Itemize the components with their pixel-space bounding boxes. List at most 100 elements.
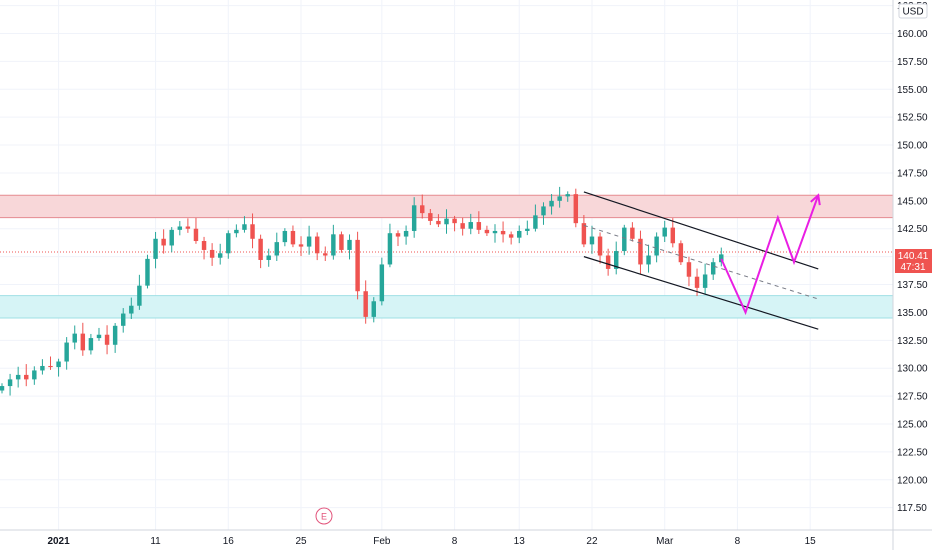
candle-body-20 [161, 238, 166, 246]
candle-body-86 [694, 276, 700, 288]
descending-channel[interactable] [583, 191, 819, 330]
channel-lower-line [583, 256, 819, 330]
candle-body-10 [80, 333, 86, 351]
y-tick-8: 142.50 [897, 224, 928, 235]
earnings-marker[interactable]: E [315, 507, 333, 525]
earnings-icon: E [321, 512, 327, 522]
candle-body-81 [654, 236, 659, 256]
candle-body-4 [32, 370, 37, 380]
candle-body-75 [605, 255, 611, 269]
candle-body-44 [355, 239, 360, 292]
candle-body-31 [250, 224, 255, 239]
candle-body-9 [72, 333, 77, 343]
candle-body-54 [436, 220, 441, 225]
countdown-timer: 47:31 [900, 262, 925, 273]
candle-body-15 [121, 313, 126, 326]
candle-body-11 [88, 338, 94, 351]
candle-body-38 [306, 236, 312, 247]
candle-body-6 [48, 365, 53, 368]
x-tick-5: 8 [452, 536, 458, 547]
candle-body-37 [298, 244, 304, 247]
candle-body-26 [209, 249, 215, 258]
candle-body-51 [411, 205, 417, 231]
candle-body-29 [234, 229, 239, 234]
candle-body-22 [177, 226, 183, 230]
last-price-badge: 140.41 47:31 [895, 249, 932, 273]
price-axis[interactable] [892, 0, 932, 550]
candle-body-33 [266, 255, 271, 260]
candle-body-65 [525, 228, 530, 231]
candle-body-17 [137, 285, 142, 306]
candle-body-72 [581, 223, 587, 245]
candle-body-73 [589, 236, 595, 245]
x-tick-7: 22 [586, 536, 598, 547]
y-tick-10: 137.50 [897, 280, 928, 291]
y-tick-18: 117.50 [897, 503, 927, 514]
candle-body-71 [573, 194, 579, 224]
candle-body-85 [686, 262, 692, 277]
y-tick-2: 157.50 [897, 57, 928, 68]
candle-body-3 [24, 374, 29, 380]
candle-body-87 [702, 274, 708, 288]
grid-lines [0, 0, 893, 530]
candle-body-21 [169, 229, 174, 246]
x-tick-9: 8 [735, 536, 741, 547]
y-tick-5: 150.00 [897, 141, 928, 152]
candle-body-27 [217, 253, 223, 258]
candle-body-2 [15, 374, 21, 380]
candle-body-19 [153, 238, 158, 259]
candle-body-47 [379, 264, 385, 302]
y-tick-13: 130.00 [897, 364, 928, 375]
y-tick-17: 120.00 [897, 475, 928, 486]
y-tick-11: 135.00 [897, 308, 928, 319]
last-price-value: 140.41 [898, 251, 929, 262]
candle-body-16 [129, 305, 134, 314]
candle-body-12 [96, 334, 102, 339]
candle-body-89 [719, 254, 724, 263]
candle-body-59 [476, 222, 482, 230]
candle-body-35 [282, 230, 288, 243]
candlesticks [0, 186, 724, 396]
candle-body-56 [452, 218, 457, 224]
candle-body-7 [56, 361, 61, 368]
candle-body-50 [403, 230, 409, 237]
x-tick-10: 15 [805, 536, 817, 547]
candle-body-52 [420, 205, 425, 214]
candle-body-23 [185, 226, 191, 229]
candle-body-8 [64, 342, 69, 362]
candle-body-64 [517, 230, 522, 238]
candle-body-84 [678, 243, 684, 263]
candle-body-88 [710, 262, 716, 275]
candle-body-53 [428, 213, 433, 221]
candle-body-1 [7, 379, 13, 387]
candle-body-25 [201, 241, 207, 250]
x-tick-2: 16 [223, 536, 235, 547]
y-tick-16: 122.50 [897, 447, 928, 458]
channel-mid-line [583, 224, 819, 300]
candle-body-61 [492, 230, 498, 234]
currency-label: USD [902, 7, 923, 18]
candle-body-49 [395, 233, 401, 237]
candle-body-69 [557, 196, 562, 201]
candle-body-18 [145, 258, 150, 286]
candle-body-83 [670, 227, 676, 244]
projection-path[interactable] [720, 193, 821, 316]
x-tick-4: Feb [373, 536, 391, 547]
y-tick-15: 125.00 [897, 420, 928, 431]
y-tick-1: 160.00 [897, 29, 928, 40]
candle-body-79 [638, 238, 643, 265]
x-tick-1: 11 [150, 536, 161, 547]
candle-body-48 [387, 233, 393, 265]
candle-body-41 [331, 234, 336, 256]
candle-body-67 [541, 206, 546, 216]
y-tick-14: 127.50 [897, 392, 928, 403]
candle-body-70 [565, 194, 570, 197]
candle-body-63 [508, 234, 514, 238]
candle-body-5 [40, 365, 45, 371]
candle-body-68 [549, 200, 554, 207]
candle-body-32 [258, 238, 263, 260]
currency-badge[interactable]: USD [898, 3, 928, 19]
price-zones [0, 194, 893, 319]
candle-body-14 [112, 325, 118, 345]
